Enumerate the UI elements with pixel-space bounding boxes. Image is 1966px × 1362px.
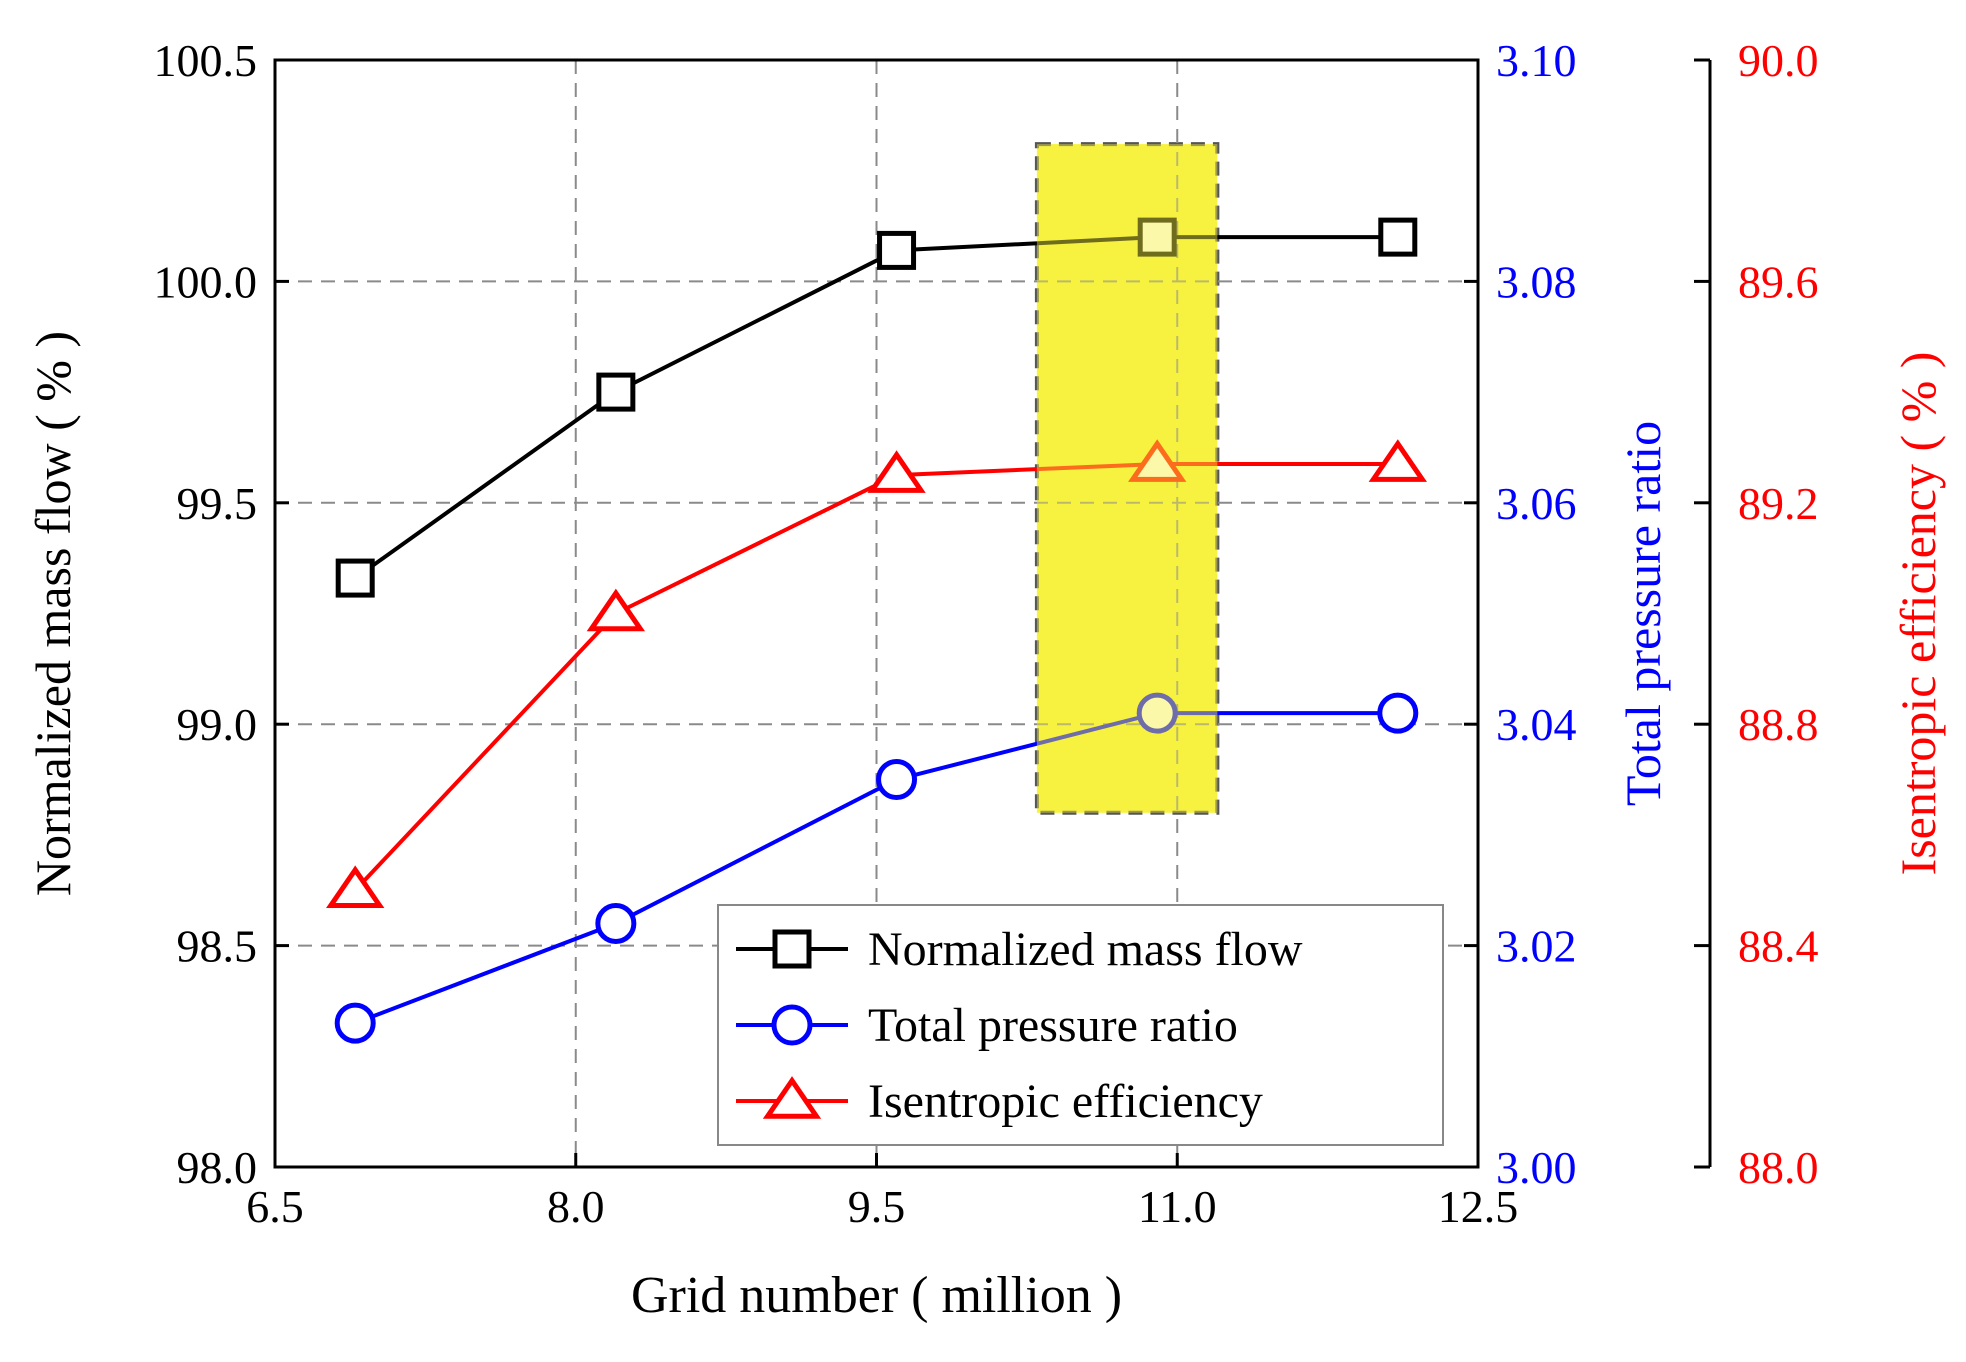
mass_flow-tick-label-2: 99.0 bbox=[177, 699, 258, 750]
series-mass_flow bbox=[335, 217, 1418, 598]
x-axis-label: Grid number ( million ) bbox=[631, 1267, 1122, 1324]
series-mass_flow-segment-0 bbox=[354, 390, 618, 580]
mass_flow-tick-label-1: 98.5 bbox=[177, 921, 258, 972]
mass_flow-tick-label-3: 99.5 bbox=[177, 478, 258, 529]
series-efficiency-point-4 bbox=[1368, 439, 1427, 482]
legend-label-0: Normalized mass flow bbox=[868, 923, 1303, 976]
mass_flow-tick-label-0: 98.0 bbox=[177, 1142, 258, 1193]
series-efficiency-segment-0 bbox=[353, 612, 618, 892]
x-tick-label-1: 8.0 bbox=[547, 1181, 605, 1232]
series-efficiency-point-2 bbox=[867, 450, 926, 493]
series-pressure-segment-0 bbox=[354, 921, 617, 1025]
mass_flow-tick-label-4: 100.0 bbox=[154, 256, 258, 307]
legend-marker-0 bbox=[772, 929, 812, 969]
series-efficiency-segment-1 bbox=[614, 473, 898, 616]
efficiency-tick-label-5: 90.0 bbox=[1738, 35, 1819, 86]
series-mass_flow-point-4 bbox=[1378, 217, 1418, 257]
pressure-tick-label-4: 3.08 bbox=[1496, 256, 1577, 307]
x-tick-label-3: 11.0 bbox=[1138, 1181, 1217, 1232]
series-pressure-point-3 bbox=[1136, 692, 1178, 734]
series-mass_flow-point-0 bbox=[335, 558, 375, 598]
series-mass_flow-point-2 bbox=[877, 230, 917, 270]
series-pressure-segment-1 bbox=[614, 777, 898, 926]
series-pressure-point-4 bbox=[1377, 692, 1419, 734]
legend-marker-1 bbox=[771, 1004, 813, 1046]
pressure-tick-label-3: 3.06 bbox=[1496, 478, 1577, 529]
legend-label-2: Isentropic efficiency bbox=[868, 1075, 1263, 1128]
pressure-tick-label-2: 3.04 bbox=[1496, 699, 1577, 750]
series-efficiency-point-0 bbox=[326, 865, 385, 909]
legend-label-1: Total pressure ratio bbox=[868, 999, 1238, 1052]
series-pressure-point-1 bbox=[595, 902, 637, 944]
mass_flow-axis-label: Normalized mass flow ( % ) bbox=[25, 331, 81, 896]
mass_flow-tick-label-5: 100.5 bbox=[154, 35, 258, 86]
series-efficiency-point-3 bbox=[1128, 439, 1187, 482]
legend-marker-2 bbox=[762, 1076, 822, 1119]
efficiency-axis-label: Isentropic efficiency ( % ) bbox=[1890, 352, 1946, 876]
series-mass_flow-point-1 bbox=[596, 372, 636, 412]
efficiency-tick-label-2: 88.8 bbox=[1738, 699, 1819, 750]
highlight-overlay bbox=[1036, 144, 1218, 813]
x-tick-label-0: 6.5 bbox=[246, 1181, 304, 1232]
pressure-tick-label-5: 3.10 bbox=[1496, 35, 1577, 86]
legend: Normalized mass flow Total pressure ratio… bbox=[717, 904, 1444, 1146]
efficiency-tick-label-3: 89.2 bbox=[1738, 478, 1819, 529]
series-mass_flow-segment-1 bbox=[614, 248, 898, 394]
pressure-tick-label-1: 3.02 bbox=[1496, 921, 1577, 972]
efficiency-tick-label-1: 88.4 bbox=[1738, 921, 1819, 972]
pressure-axis-label: Total pressure ratio bbox=[1615, 421, 1671, 806]
series-mass_flow-point-3 bbox=[1137, 217, 1177, 257]
x-tick-label-4: 12.5 bbox=[1438, 1181, 1519, 1232]
series-efficiency-segment-2 bbox=[896, 462, 1158, 478]
series-mass_flow-segment-2 bbox=[896, 235, 1158, 253]
x-tick-label-2: 9.5 bbox=[848, 1181, 906, 1232]
efficiency-tick-label-4: 89.6 bbox=[1738, 256, 1819, 307]
highlight-band bbox=[1034, 142, 1220, 815]
series-pressure-point-0 bbox=[334, 1002, 376, 1044]
series-pressure bbox=[334, 692, 1419, 1044]
series-efficiency-point-1 bbox=[586, 588, 646, 632]
series-efficiency bbox=[326, 439, 1427, 909]
series-pressure-segment-2 bbox=[896, 711, 1158, 782]
series-pressure-point-2 bbox=[876, 759, 918, 801]
efficiency-tick-label-0: 88.0 bbox=[1738, 1142, 1819, 1193]
pressure-tick-label-0: 3.00 bbox=[1496, 1142, 1577, 1193]
